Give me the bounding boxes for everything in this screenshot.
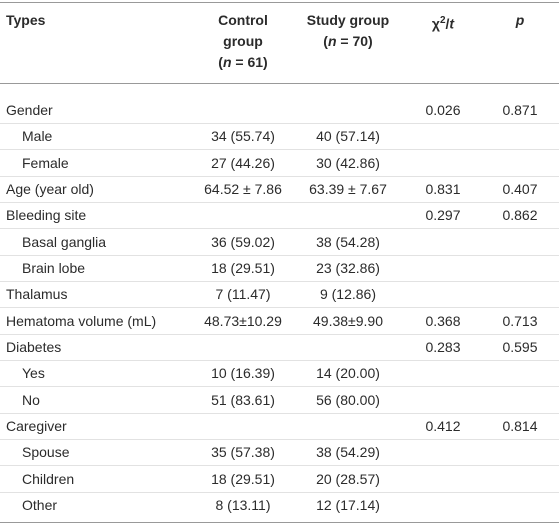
cell-value: 23 (32.86) xyxy=(316,259,380,276)
row-separator xyxy=(0,439,559,441)
header-cell: p xyxy=(490,10,550,31)
cell-value: 30 (42.86) xyxy=(316,154,380,171)
row-label: Gender xyxy=(6,102,53,118)
top-rule xyxy=(0,2,559,3)
row-separator xyxy=(0,149,559,151)
header-cell: χ2/t xyxy=(403,10,483,35)
header-text: p xyxy=(515,12,525,28)
row-separator xyxy=(0,281,559,283)
row-separator xyxy=(0,386,559,388)
bottom-rule xyxy=(0,522,559,523)
cell-value: 34 (55.74) xyxy=(211,128,275,145)
header-text: n xyxy=(327,33,337,49)
cell-value: 56 (80.00) xyxy=(316,391,380,408)
row-label: Bleeding site xyxy=(6,207,87,224)
row-separator xyxy=(0,333,559,335)
row-separator xyxy=(0,360,559,362)
row-separator xyxy=(0,123,559,125)
header-cell: Control group (n = 61) xyxy=(183,10,303,73)
header-text: = 61) xyxy=(231,54,268,70)
cell-value: 18 (29.51) xyxy=(211,259,275,276)
row-label: Yes xyxy=(22,365,45,382)
cell-value: 64.52 ± 7.86 xyxy=(204,180,282,197)
row-label: Hematoma volume (mL) xyxy=(6,312,157,329)
row-separator xyxy=(0,465,559,467)
header-text: / xyxy=(445,15,450,32)
row-separator xyxy=(0,307,559,309)
row-label: Thalamus xyxy=(6,286,68,303)
cell-value: 0.297 xyxy=(425,207,461,224)
cell-value: 38 (54.28) xyxy=(316,233,380,250)
cell-value: 36 (59.02) xyxy=(211,233,275,250)
row-separator xyxy=(0,412,559,414)
header-cell: Types xyxy=(6,10,45,31)
header-text: t xyxy=(449,15,455,32)
row-label: Female xyxy=(22,154,69,171)
row-label: Basal ganglia xyxy=(22,233,107,250)
row-label: No xyxy=(22,391,40,408)
cell-value: 10 (16.39) xyxy=(211,365,275,382)
header-text: n xyxy=(222,54,232,70)
cell-value: 20 (28.57) xyxy=(316,470,380,487)
cell-value: 12 (17.14) xyxy=(316,496,380,513)
cell-value: 0.713 xyxy=(502,312,538,329)
row-separator xyxy=(0,228,559,230)
header-cell: Study group (n = 70) xyxy=(288,10,408,52)
cell-value: 0.595 xyxy=(502,338,538,355)
header-text: group xyxy=(223,33,263,49)
header-rule xyxy=(0,83,559,84)
row-separator xyxy=(0,254,559,256)
row-separator xyxy=(0,491,559,493)
header-text: ( xyxy=(323,33,328,49)
cell-value: 48.73±10.29 xyxy=(204,312,282,329)
header-text: Study group xyxy=(306,12,390,28)
cell-value: 0.871 xyxy=(502,102,538,118)
cell-value: 0.862 xyxy=(502,207,538,224)
cell-value: 63.39 ± 7.67 xyxy=(309,180,387,197)
header-text: Control xyxy=(218,12,268,28)
cell-value: 51 (83.61) xyxy=(211,391,275,408)
cell-value: 35 (57.38) xyxy=(211,444,275,461)
cell-value: 0.283 xyxy=(425,338,461,355)
row-label: Caregiver xyxy=(6,417,67,434)
row-label: Male xyxy=(22,128,53,145)
cell-value: 7 (11.47) xyxy=(215,286,271,303)
cell-value: 0.831 xyxy=(425,180,461,197)
row-separator xyxy=(0,202,559,204)
cell-value: 0.814 xyxy=(502,417,538,434)
cell-value: 0.026 xyxy=(425,102,461,118)
cell-value: 8 (13.11) xyxy=(215,496,271,513)
header-text: χ xyxy=(431,15,440,32)
row-label: Spouse xyxy=(22,444,70,461)
cell-value: 40 (57.14) xyxy=(316,128,380,145)
cell-value: 27 (44.26) xyxy=(211,154,275,171)
header-text: Types xyxy=(6,12,46,28)
row-separator xyxy=(0,175,559,177)
row-label: Children xyxy=(22,470,75,487)
header-text: = 70) xyxy=(336,33,373,49)
cell-value: 14 (20.00) xyxy=(316,365,380,382)
cell-value: 0.407 xyxy=(502,180,538,197)
cell-value: 49.38±9.90 xyxy=(313,312,383,329)
cell-value: 18 (29.51) xyxy=(211,470,275,487)
cell-value: 38 (54.29) xyxy=(316,444,380,461)
row-label: Diabetes xyxy=(6,338,62,355)
row-label: Brain lobe xyxy=(22,259,86,276)
cell-value: 0.412 xyxy=(425,417,461,434)
header-text: 2 xyxy=(439,15,446,26)
cell-value: 9 (12.86) xyxy=(319,286,377,303)
row-label: Age (year old) xyxy=(6,180,94,197)
header-text: ( xyxy=(218,54,223,70)
row-label: Other xyxy=(22,496,58,513)
cell-value: 0.368 xyxy=(425,312,461,329)
